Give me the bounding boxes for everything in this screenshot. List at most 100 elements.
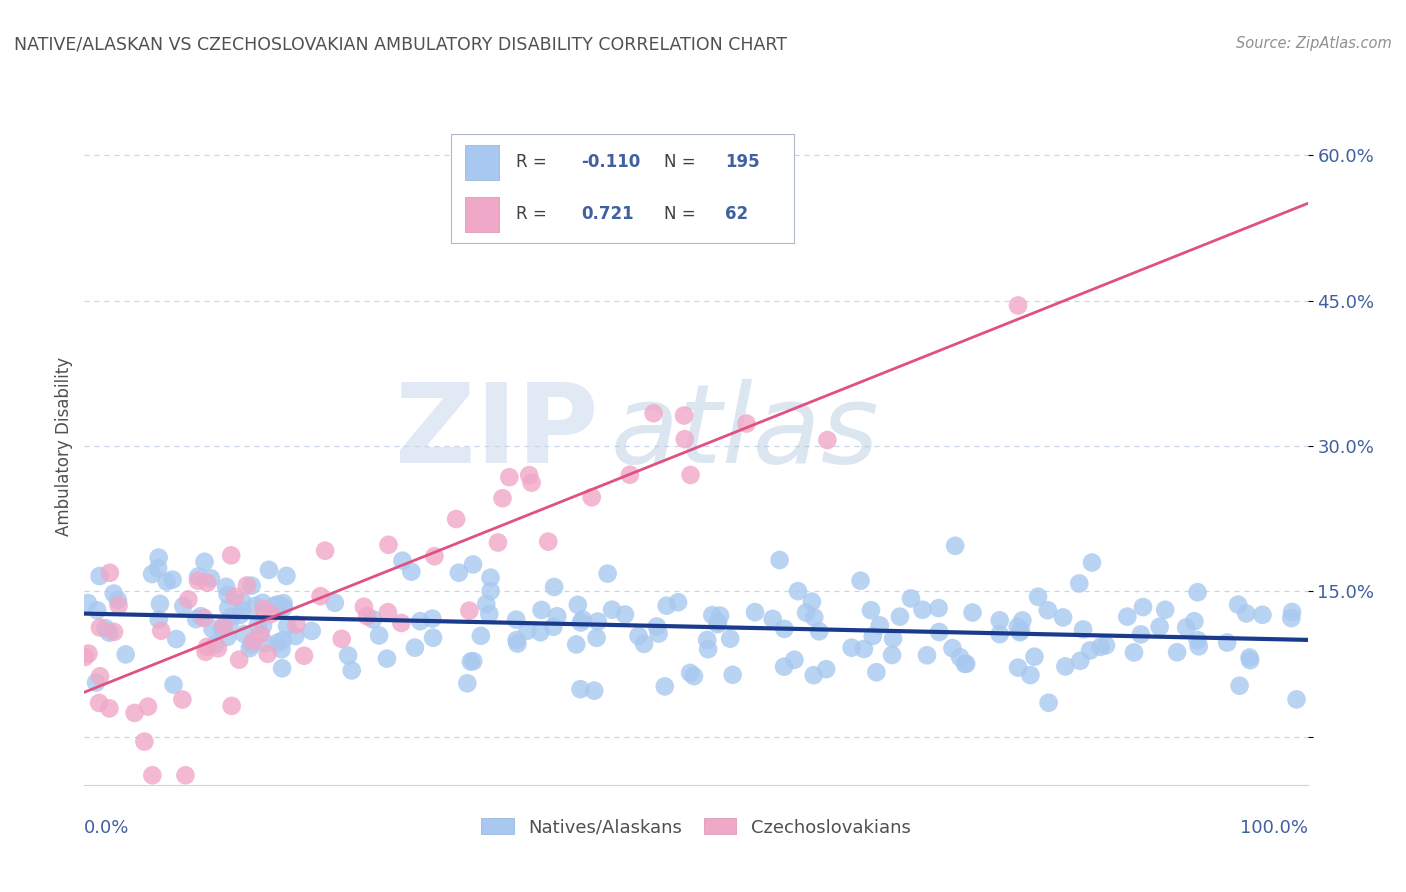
Point [815,662,838,676]
Point [808,624,831,639]
Point [271,633,294,648]
Point [1095,638,1118,652]
Point [249,627,271,641]
Point [172,599,194,613]
Point [506,637,529,651]
Point [177,592,200,607]
Point [654,680,676,694]
Text: 100.0%: 100.0% [1240,819,1308,837]
Point [569,682,592,697]
Point [89,569,111,583]
Point [478,607,501,621]
Point [107,593,129,607]
Point [470,629,492,643]
Point [240,579,263,593]
Point [529,625,551,640]
Point [323,596,346,610]
Point [865,665,887,680]
Point [1024,649,1046,664]
Point [187,574,209,588]
Point [267,598,290,612]
Point [498,470,520,484]
Point [841,640,863,655]
Point [221,609,243,624]
Point [246,618,269,632]
Point [150,624,173,638]
Point [1216,635,1239,649]
Point [391,554,413,568]
Point [444,512,467,526]
Point [787,584,810,599]
Point [1227,598,1250,612]
Point [486,535,509,549]
Point [211,622,233,636]
Text: atlas: atlas [610,379,879,486]
Point [165,632,187,646]
Point [1281,605,1303,619]
Point [124,706,146,720]
Point [530,603,553,617]
Point [1234,607,1257,621]
Point [697,642,720,657]
Point [195,640,218,654]
Point [195,575,218,590]
Point [679,467,702,482]
Point [1239,650,1261,665]
Text: ZIP: ZIP [395,379,598,486]
Point [491,491,513,506]
Point [217,588,239,602]
Point [149,597,172,611]
Point [543,620,565,634]
Point [463,654,485,668]
Point [869,618,891,632]
Point [1007,620,1029,634]
Point [1129,627,1152,641]
Point [229,607,252,622]
Point [600,603,623,617]
Point [783,653,806,667]
Point [803,610,825,624]
Point [103,586,125,600]
Point [928,625,950,640]
Point [254,636,277,650]
Point [353,599,375,614]
Point [114,648,136,662]
Point [89,669,111,683]
Point [900,591,922,606]
Point [517,468,540,483]
Text: Source: ZipAtlas.com: Source: ZipAtlas.com [1236,36,1392,51]
Point [911,603,934,617]
Point [955,657,977,671]
Point [228,653,250,667]
Point [409,614,432,628]
Point [803,668,825,682]
Point [1008,625,1031,640]
Point [340,664,363,678]
Point [1052,610,1074,624]
Point [647,626,669,640]
Point [212,619,235,633]
Point [201,622,224,636]
Point [800,594,823,608]
Point [505,633,527,648]
Point [263,599,285,613]
Point [389,615,412,630]
Point [1071,623,1094,637]
Point [859,603,882,617]
Point [174,768,197,782]
Point [461,558,484,572]
Point [239,641,262,656]
Point [702,608,724,623]
Point [586,615,609,629]
Point [862,629,884,643]
Point [571,612,593,626]
Point [162,678,184,692]
Point [447,566,470,580]
Point [520,475,543,490]
Point [219,615,242,629]
Point [773,659,796,673]
Point [596,566,619,581]
Point [1175,620,1198,634]
Point [679,665,702,680]
Point [583,683,606,698]
